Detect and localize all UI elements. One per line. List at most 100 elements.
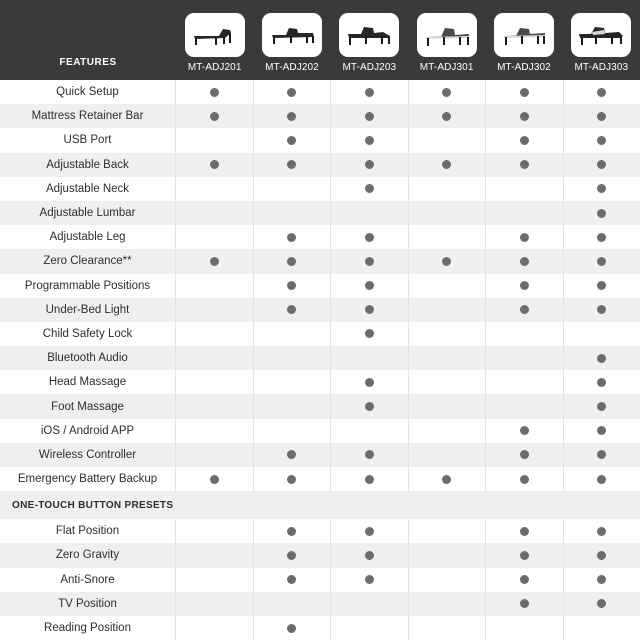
feature-available-dot	[287, 281, 297, 291]
product-header-mt-adj202[interactable]: MT-ADJ202	[253, 0, 330, 80]
feature-available-dot	[519, 87, 529, 97]
cell-mt-adj301	[409, 591, 486, 616]
table-row: Child Safety Lock	[0, 321, 640, 347]
feature-unavailable	[520, 354, 529, 363]
cell-mt-adj201	[176, 249, 254, 274]
feature-available-dot	[519, 474, 529, 484]
cell-mt-adj301	[409, 152, 486, 177]
product-header-mt-adj302[interactable]: MT-ADJ302	[485, 0, 562, 80]
feature-unavailable	[210, 136, 219, 145]
feature-unavailable	[287, 209, 296, 218]
cell-mt-adj303	[564, 443, 640, 467]
cell-mt-adj301	[409, 370, 486, 395]
cell-mt-adj302	[486, 128, 564, 153]
feature-unavailable	[442, 426, 451, 435]
feature-available-dot	[364, 160, 374, 170]
cell-mt-adj301	[409, 615, 486, 640]
feature-available-dot	[597, 232, 607, 242]
feature-unavailable	[210, 575, 219, 584]
features-column-header: FEATURES	[0, 0, 176, 80]
cell-mt-adj202	[254, 467, 331, 492]
cell-mt-adj303	[564, 419, 640, 443]
cell-mt-adj203	[331, 273, 409, 298]
cell-mt-adj202	[254, 567, 331, 592]
feature-label: Adjustable Lumbar	[0, 200, 176, 226]
product-header-mt-adj303[interactable]: MT-ADJ303	[563, 0, 640, 80]
feature-available-dot	[287, 87, 297, 97]
table-header: FEATURES MT-ADJ201 MT-ADJ202 MT-ADJ203 MT-A…	[0, 0, 640, 80]
table-row: USB Port	[0, 128, 640, 153]
feature-unavailable	[210, 527, 219, 536]
feature-available-dot	[364, 450, 374, 460]
feature-unavailable	[210, 624, 219, 633]
feature-available-dot	[209, 87, 219, 97]
cell-mt-adj201	[176, 346, 254, 371]
cell-mt-adj203	[331, 297, 409, 322]
section-title: ONE-TOUCH BUTTON PRESETS	[12, 499, 174, 511]
table-row: Under-Bed Light	[0, 297, 640, 322]
table-row: Adjustable Neck	[0, 176, 640, 201]
cell-mt-adj202	[253, 491, 330, 519]
feature-available-dot	[519, 160, 529, 170]
feature-unavailable	[442, 450, 451, 459]
product-header-mt-adj201[interactable]: MT-ADJ201	[176, 0, 253, 80]
feature-unavailable	[442, 305, 451, 314]
cell-mt-adj302	[486, 273, 564, 298]
cell-mt-adj302	[486, 394, 564, 419]
feature-unavailable	[520, 209, 529, 218]
table-row: TV Position	[0, 591, 640, 616]
cell-mt-adj203	[331, 80, 409, 105]
product-sku-label: MT-ADJ202	[265, 62, 319, 73]
feature-available-dot	[364, 184, 374, 194]
cell-mt-adj203	[331, 567, 409, 592]
cell-mt-adj303	[564, 543, 640, 567]
feature-unavailable	[210, 450, 219, 459]
cell-mt-adj201	[176, 297, 254, 322]
feature-available-dot	[364, 402, 374, 412]
cell-mt-adj302	[486, 104, 564, 129]
feature-available-dot	[597, 135, 607, 145]
table-row: Reading Position	[0, 615, 640, 640]
cell-mt-adj301	[409, 80, 486, 105]
feature-available-dot	[364, 135, 374, 145]
product-header-mt-adj301[interactable]: MT-ADJ301	[408, 0, 485, 80]
feature-available-dot	[597, 474, 607, 484]
feature-label: Bluetooth Audio	[0, 346, 176, 371]
table-row: Programmable Positions	[0, 273, 640, 298]
feature-available-dot	[597, 305, 607, 315]
cell-mt-adj303	[564, 370, 640, 394]
cell-mt-adj301	[409, 567, 486, 592]
feature-unavailable	[365, 426, 374, 435]
feature-unavailable	[520, 184, 529, 193]
cell-mt-adj202	[254, 128, 331, 153]
cell-mt-adj301	[408, 491, 485, 519]
cell-mt-adj303	[564, 153, 640, 177]
table-row: Anti-Snore	[0, 567, 640, 592]
table-row: Head Massage	[0, 370, 640, 395]
feature-available-dot	[442, 87, 452, 97]
cell-mt-adj301	[409, 467, 486, 492]
cell-mt-adj303	[564, 394, 640, 418]
feature-label: Adjustable Back	[0, 152, 176, 177]
cell-mt-adj203	[331, 418, 409, 443]
cell-mt-adj301	[409, 418, 486, 443]
cell-mt-adj302	[486, 467, 564, 492]
feature-available-dot	[597, 111, 607, 121]
feature-available-dot	[519, 232, 529, 242]
feature-unavailable	[520, 402, 529, 411]
adjustable-bed-201-icon	[184, 13, 245, 57]
cell-mt-adj201	[176, 567, 254, 592]
feature-unavailable	[442, 527, 451, 536]
feature-available-dot	[364, 526, 374, 536]
cell-mt-adj201	[176, 491, 253, 519]
cell-mt-adj301	[409, 225, 486, 250]
cell-mt-adj303	[564, 467, 640, 491]
feature-available-dot	[519, 550, 529, 560]
feature-available-dot	[519, 599, 529, 609]
cell-mt-adj303	[564, 104, 640, 128]
cell-mt-adj303	[563, 491, 640, 519]
cell-mt-adj301	[409, 176, 486, 201]
product-header-mt-adj203[interactable]: MT-ADJ203	[331, 0, 408, 80]
feature-available-dot	[519, 256, 529, 266]
cell-mt-adj201	[176, 370, 254, 395]
